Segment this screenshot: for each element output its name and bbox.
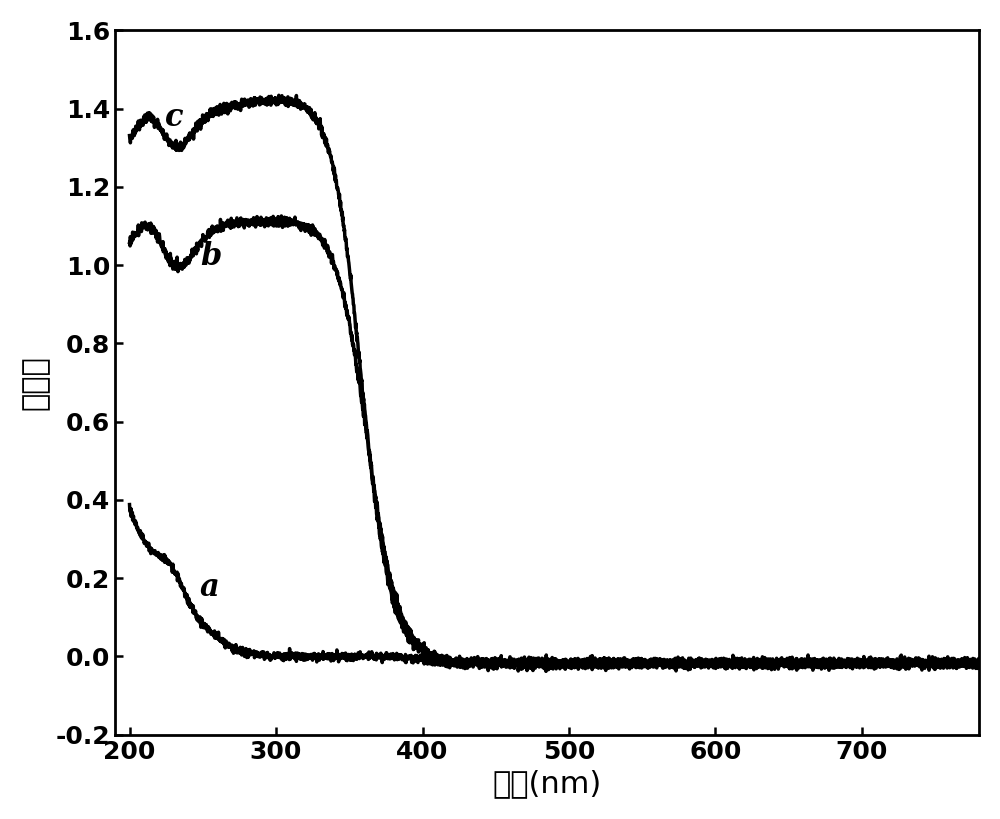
Text: a: a	[200, 572, 220, 603]
Text: b: b	[200, 241, 221, 272]
Y-axis label: 吸收度: 吸收度	[21, 355, 50, 410]
Text: c: c	[165, 102, 183, 133]
X-axis label: 波长(nm): 波长(nm)	[492, 769, 602, 799]
